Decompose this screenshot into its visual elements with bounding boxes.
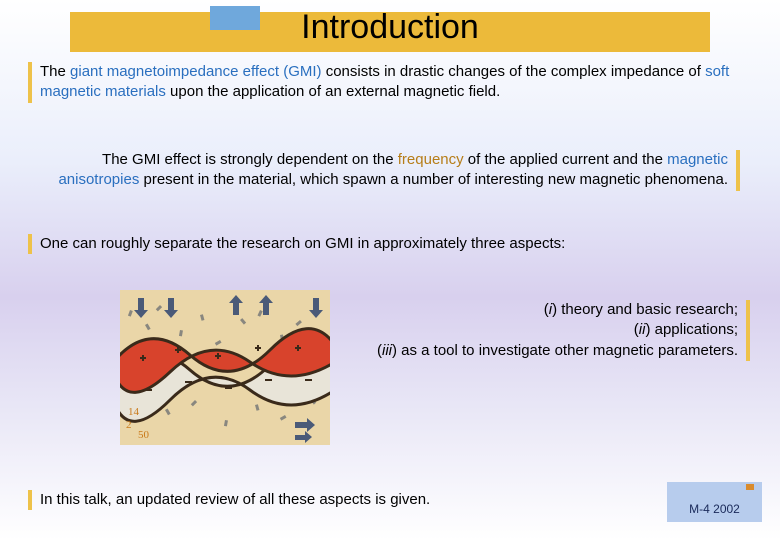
p1-post: upon the application of an external magn… <box>166 83 500 100</box>
slide-title: Introduction <box>70 8 710 47</box>
list-iii-label: iii <box>382 342 392 359</box>
p2-mid: of the applied current and the <box>464 151 667 168</box>
slide: Introduction The giant magnetoimpedance … <box>0 0 780 540</box>
p1-pre: The <box>40 63 70 80</box>
svg-text:50: 50 <box>138 429 150 441</box>
footer-accent-dot <box>746 484 754 490</box>
paragraph-5: In this talk, an updated review of all t… <box>28 490 588 510</box>
decorative-figure: 2 50 14 <box>120 290 330 445</box>
p2-pre: The GMI effect is strongly dependent on … <box>102 151 398 168</box>
paragraph-2: The GMI effect is strongly dependent on … <box>40 150 740 191</box>
footer-badge: M-4 2002 <box>667 482 762 522</box>
wave-illustration: 2 50 14 <box>120 290 330 445</box>
svg-text:14: 14 <box>128 406 140 418</box>
footer-label: M-4 2002 <box>689 502 740 516</box>
svg-text:2: 2 <box>126 419 132 431</box>
p2-post: present in the material, which spawn a n… <box>139 171 728 188</box>
list-i-text: ) theory and basic research; <box>552 301 738 318</box>
p1-highlight-gmi: giant magnetoimpedance effect (GMI) <box>70 63 322 80</box>
p2-highlight-freq: frequency <box>398 151 464 168</box>
p1-mid: consists in drastic changes of the compl… <box>322 63 706 80</box>
aspect-list: (i) theory and basic research; (ii) appl… <box>370 300 750 361</box>
title-bar: Introduction <box>70 12 710 52</box>
list-ii-text: ) applications; <box>645 321 738 338</box>
paragraph-1: The giant magnetoimpedance effect (GMI) … <box>28 62 738 103</box>
paragraph-3: One can roughly separate the research on… <box>28 234 728 254</box>
list-iii-text: ) as a tool to investigate other magneti… <box>392 342 738 359</box>
